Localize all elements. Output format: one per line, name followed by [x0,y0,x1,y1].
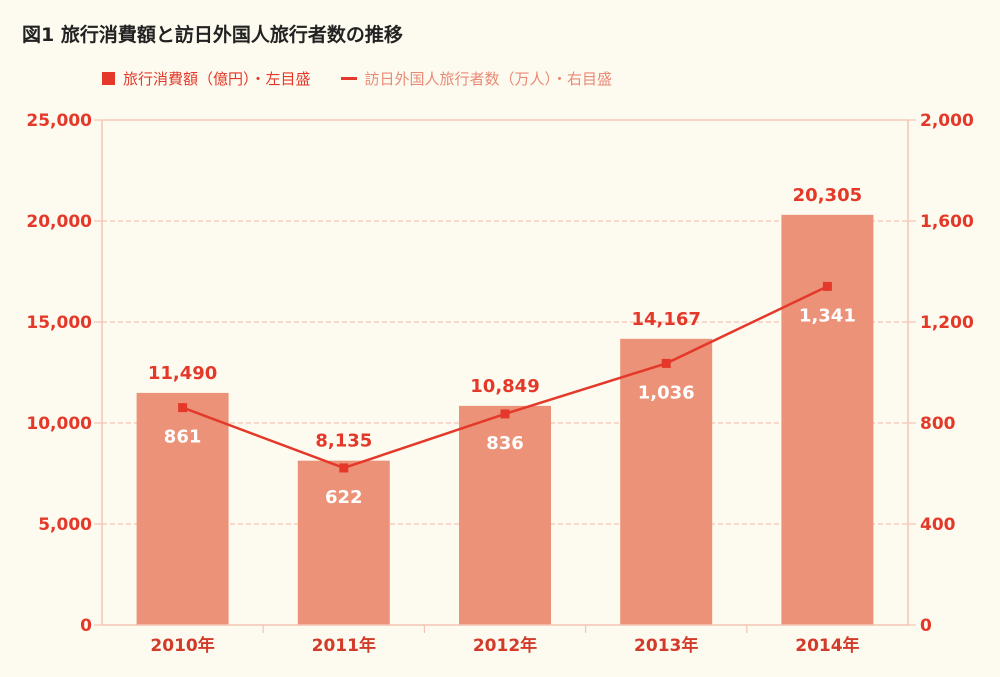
right-tick-label: 1,600 [920,212,974,232]
legend-item-bar: 旅行消費額（億円）・左目盛 [102,68,311,89]
bar [620,338,713,625]
x-category-label: 2013年 [634,635,698,656]
left-tick-label: 15,000 [26,313,92,333]
right-tick-label: 0 [920,616,932,636]
line-value-label: 861 [164,427,202,448]
left-tick-label: 10,000 [26,414,92,434]
right-tick-label: 2,000 [920,111,974,131]
bar-value-label: 14,167 [631,309,700,330]
bar-value-label: 8,135 [315,431,372,452]
bar [297,460,390,625]
right-tick-label: 800 [920,414,956,434]
right-tick-label: 1,200 [920,313,974,333]
left-tick-label: 0 [80,616,92,636]
x-category-label: 2010年 [150,635,214,656]
legend-bar-swatch-icon [102,71,115,85]
legend-item-line: 訪日外国人旅行者数（万人）・右目盛 [311,68,613,89]
left-tick-label: 5,000 [38,515,92,535]
left-tick-label: 25,000 [26,111,92,131]
line-value-label: 1,341 [799,305,856,326]
legend-line-swatch-icon [340,76,357,80]
right-tick-label: 400 [920,515,956,535]
line-value-label: 836 [486,433,524,454]
bar [781,214,874,626]
legend-line-label: 訪日外国人旅行者数（万人）・右目盛 [364,69,613,88]
bar-value-label: 11,490 [148,363,217,384]
bar-value-labels: 11,490 8,135 10,849 14,167 20,305 [148,185,862,452]
bar-series [136,214,874,626]
line-value-label: 622 [325,487,363,508]
line-point [178,403,188,413]
bar-value-label: 10,849 [470,376,539,397]
axes: 0 5,000 10,000 15,000 20,000 25,000 0 400 800 1,2… [26,111,974,656]
x-category-label: 2012年 [473,635,537,656]
x-category-label: 2014年 [795,635,859,656]
bar-value-label: 20,305 [793,185,862,206]
left-tick-label: 20,000 [26,212,92,232]
chart-title: 図1 旅行消費額と訪日外国人旅行者数の推移 [22,24,403,46]
line-value-label: 1,036 [638,382,695,403]
legend: 旅行消費額（億円）・左目盛 訪日外国人旅行者数（万人）・右目盛 [102,66,612,90]
line-series [178,281,832,473]
line-value-labels: 861 622 836 1,036 1,341 [164,305,856,508]
x-category-label: 2011年 [312,635,376,656]
legend-bar-label: 旅行消費額（億円）・左目盛 [123,69,311,88]
line-point [339,463,349,473]
bar [136,392,229,625]
bar [459,405,551,625]
line-point [500,409,510,419]
line-point [822,281,832,291]
line-point [661,358,671,368]
